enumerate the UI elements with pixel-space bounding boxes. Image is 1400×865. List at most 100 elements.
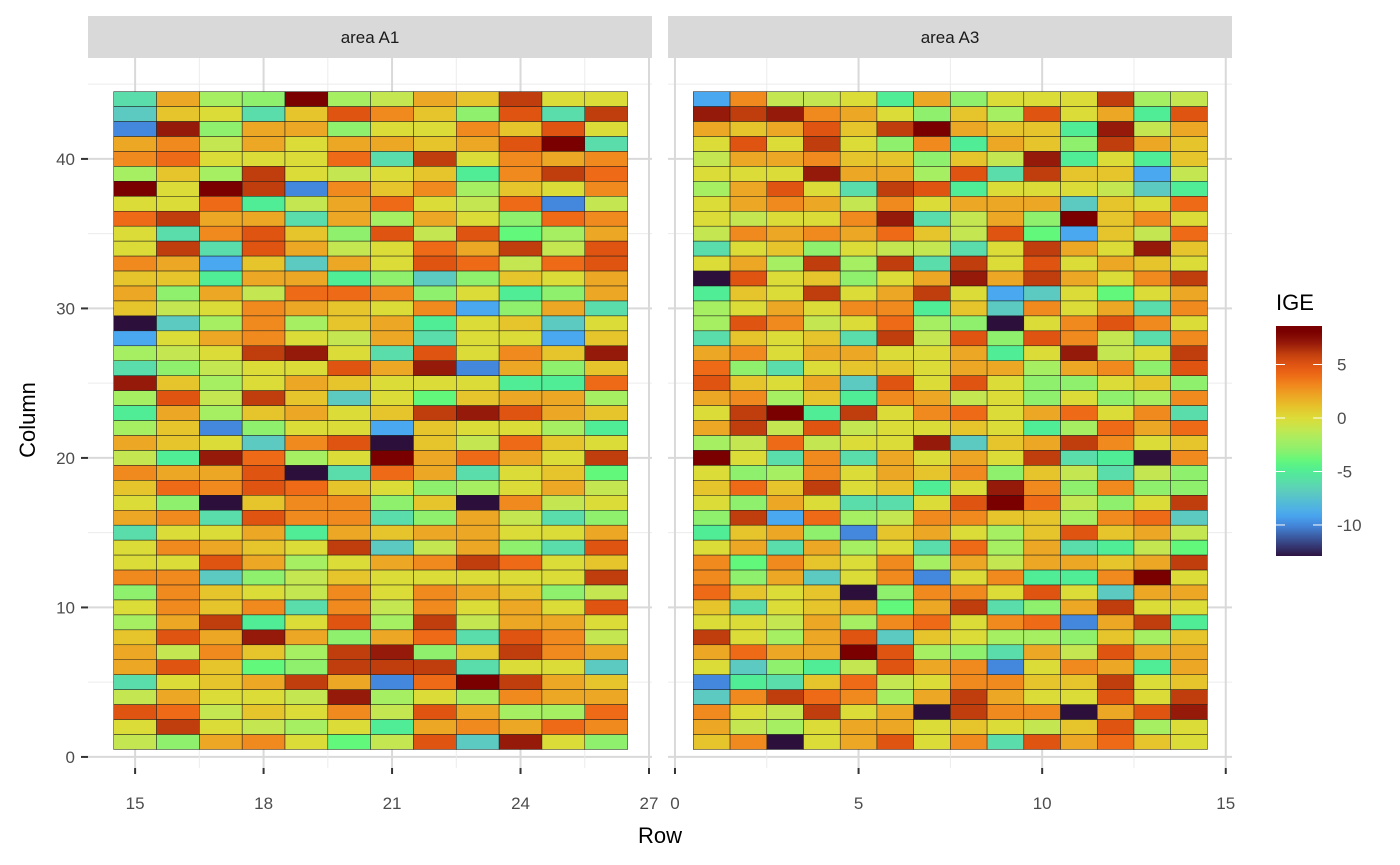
heatmap-tile — [1023, 495, 1061, 511]
heatmap-tile — [1096, 255, 1135, 272]
heatmap-tile — [541, 614, 586, 631]
heatmap-tile — [327, 599, 371, 616]
heatmap-tile — [766, 210, 804, 227]
heatmap-tile — [327, 390, 371, 406]
heatmap-tile — [729, 584, 768, 601]
heatmap-tile — [986, 360, 1025, 376]
heatmap-tile — [876, 375, 914, 391]
heatmap-tile — [766, 106, 804, 122]
heatmap-tile — [1133, 420, 1171, 436]
heatmap-tile — [950, 524, 988, 541]
heatmap-tile — [199, 465, 243, 481]
heatmap-tile — [1060, 495, 1098, 511]
heatmap-tile — [766, 495, 804, 511]
heatmap-tile — [1060, 599, 1098, 616]
heatmap-tile — [803, 225, 841, 242]
heatmap-tile — [729, 524, 768, 541]
heatmap-tile — [729, 196, 768, 212]
heatmap-tile — [1133, 405, 1171, 421]
heatmap-tile — [241, 375, 286, 391]
heatmap-tile — [986, 240, 1025, 257]
heatmap-tile — [284, 375, 329, 391]
heatmap-tile — [950, 390, 988, 406]
heatmap-tile — [584, 240, 628, 257]
heatmap-tile — [986, 734, 1025, 750]
heatmap-tile — [1133, 465, 1171, 481]
heatmap-tile — [1133, 614, 1171, 631]
heatmap-tile — [327, 674, 371, 690]
heatmap-tile — [986, 599, 1025, 616]
tiles — [113, 91, 628, 750]
legend-tick-label: 5 — [1337, 356, 1346, 375]
heatmap-tile — [729, 181, 768, 197]
heatmap-tile — [456, 539, 500, 556]
heatmap-tile — [729, 360, 768, 376]
heatmap-tile — [803, 599, 841, 616]
heatmap-tile — [839, 554, 878, 571]
heatmap-tile — [839, 136, 878, 152]
heatmap-tile — [284, 554, 329, 571]
heatmap-tile — [1133, 285, 1171, 302]
heatmap-tile — [1096, 704, 1135, 720]
heatmap-tile — [1133, 210, 1171, 227]
heatmap-tile — [1023, 225, 1061, 242]
heatmap-tile — [156, 465, 200, 481]
heatmap-tile — [541, 285, 586, 302]
heatmap-tile — [986, 375, 1025, 391]
heatmap-tile — [241, 151, 286, 167]
heatmap-tile — [284, 704, 329, 720]
heatmap-tile — [1060, 719, 1098, 735]
heatmap-tile — [1023, 704, 1061, 720]
heatmap-tile — [327, 270, 371, 287]
heatmap-tile — [456, 375, 500, 391]
heatmap-tile — [1170, 300, 1208, 317]
heatmap-tile — [913, 270, 951, 287]
heatmap-tile — [950, 704, 988, 720]
heatmap-tile — [1096, 121, 1135, 137]
heatmap-tile — [766, 450, 804, 466]
heatmap-tile — [113, 719, 157, 735]
heatmap-tile — [456, 674, 500, 690]
heatmap-tile — [498, 181, 543, 197]
heatmap-tile — [839, 330, 878, 347]
heatmap-tile — [199, 360, 243, 376]
heatmap-tile — [541, 734, 586, 750]
heatmap-tile — [241, 300, 286, 317]
heatmap-tile — [1133, 644, 1171, 661]
heatmap-tile — [1060, 151, 1098, 167]
heatmap-tile — [327, 136, 371, 152]
heatmap-tile — [876, 285, 914, 302]
heatmap-tile — [1170, 345, 1208, 361]
heatmap-tile — [1023, 121, 1061, 137]
heatmap-tile — [913, 734, 951, 750]
heatmap-tile — [766, 480, 804, 496]
heatmap-tile — [327, 480, 371, 496]
heatmap-tile — [413, 704, 457, 720]
heatmap-tile — [876, 435, 914, 451]
heatmap-tile — [456, 181, 500, 197]
heatmap-tile — [199, 719, 243, 735]
heatmap-tile — [241, 360, 286, 376]
heatmap-tile — [1023, 330, 1061, 347]
heatmap-tile — [541, 151, 586, 167]
heatmap-tile — [1096, 420, 1135, 436]
heatmap-tile — [803, 480, 841, 496]
heatmap-tile — [241, 704, 286, 720]
heatmap-tile — [413, 539, 457, 556]
heatmap-tile — [541, 689, 586, 705]
heatmap-tile — [986, 420, 1025, 436]
heatmap-tile — [456, 465, 500, 481]
heatmap-tile — [498, 285, 543, 302]
heatmap-tile — [986, 539, 1025, 556]
heatmap-tile — [456, 270, 500, 287]
heatmap-tile — [199, 554, 243, 571]
heatmap-tile — [839, 345, 878, 361]
heatmap-tile — [1133, 734, 1171, 750]
heatmap-tile — [1096, 584, 1135, 601]
heatmap-tile — [498, 734, 543, 750]
heatmap-tile — [839, 181, 878, 197]
heatmap-tile — [456, 136, 500, 152]
heatmap-tile — [199, 330, 243, 347]
heatmap-tile — [913, 689, 951, 705]
